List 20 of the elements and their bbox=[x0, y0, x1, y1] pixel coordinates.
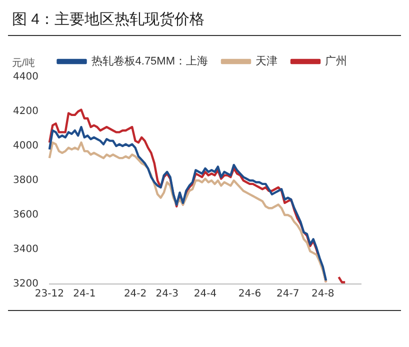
y-tick-label: 3600 bbox=[12, 210, 38, 221]
x-tick-label: 24-2 bbox=[124, 288, 147, 300]
legend-label: 天津 bbox=[256, 54, 278, 68]
y-tick-label: 3400 bbox=[12, 244, 38, 256]
x-tick-label: 24-1 bbox=[73, 288, 96, 300]
x-tick-label: 24-7 bbox=[276, 288, 300, 300]
x-tick-label: 24-4 bbox=[194, 288, 217, 300]
chart-title: 图 4：主要地区热轧现货价格 bbox=[8, 8, 401, 36]
x-tick-label: 24-8 bbox=[312, 288, 334, 300]
y-axis-title: 元/吨 bbox=[12, 56, 35, 69]
legend-label: 广州 bbox=[325, 54, 347, 68]
y-tick-label: 4000 bbox=[12, 140, 38, 152]
x-tick-label: 23-12 bbox=[34, 288, 64, 300]
y-tick-label: 4200 bbox=[12, 106, 38, 118]
legend-label: 热轧卷板4.75MM：上海 bbox=[91, 54, 208, 68]
x-tick-label: 24-6 bbox=[238, 288, 262, 300]
y-tick-label: 3800 bbox=[12, 175, 38, 186]
y-tick-label: 4400 bbox=[12, 72, 38, 83]
y-tick-label: 3200 bbox=[12, 278, 38, 290]
x-tick-label: 24-3 bbox=[156, 288, 178, 300]
